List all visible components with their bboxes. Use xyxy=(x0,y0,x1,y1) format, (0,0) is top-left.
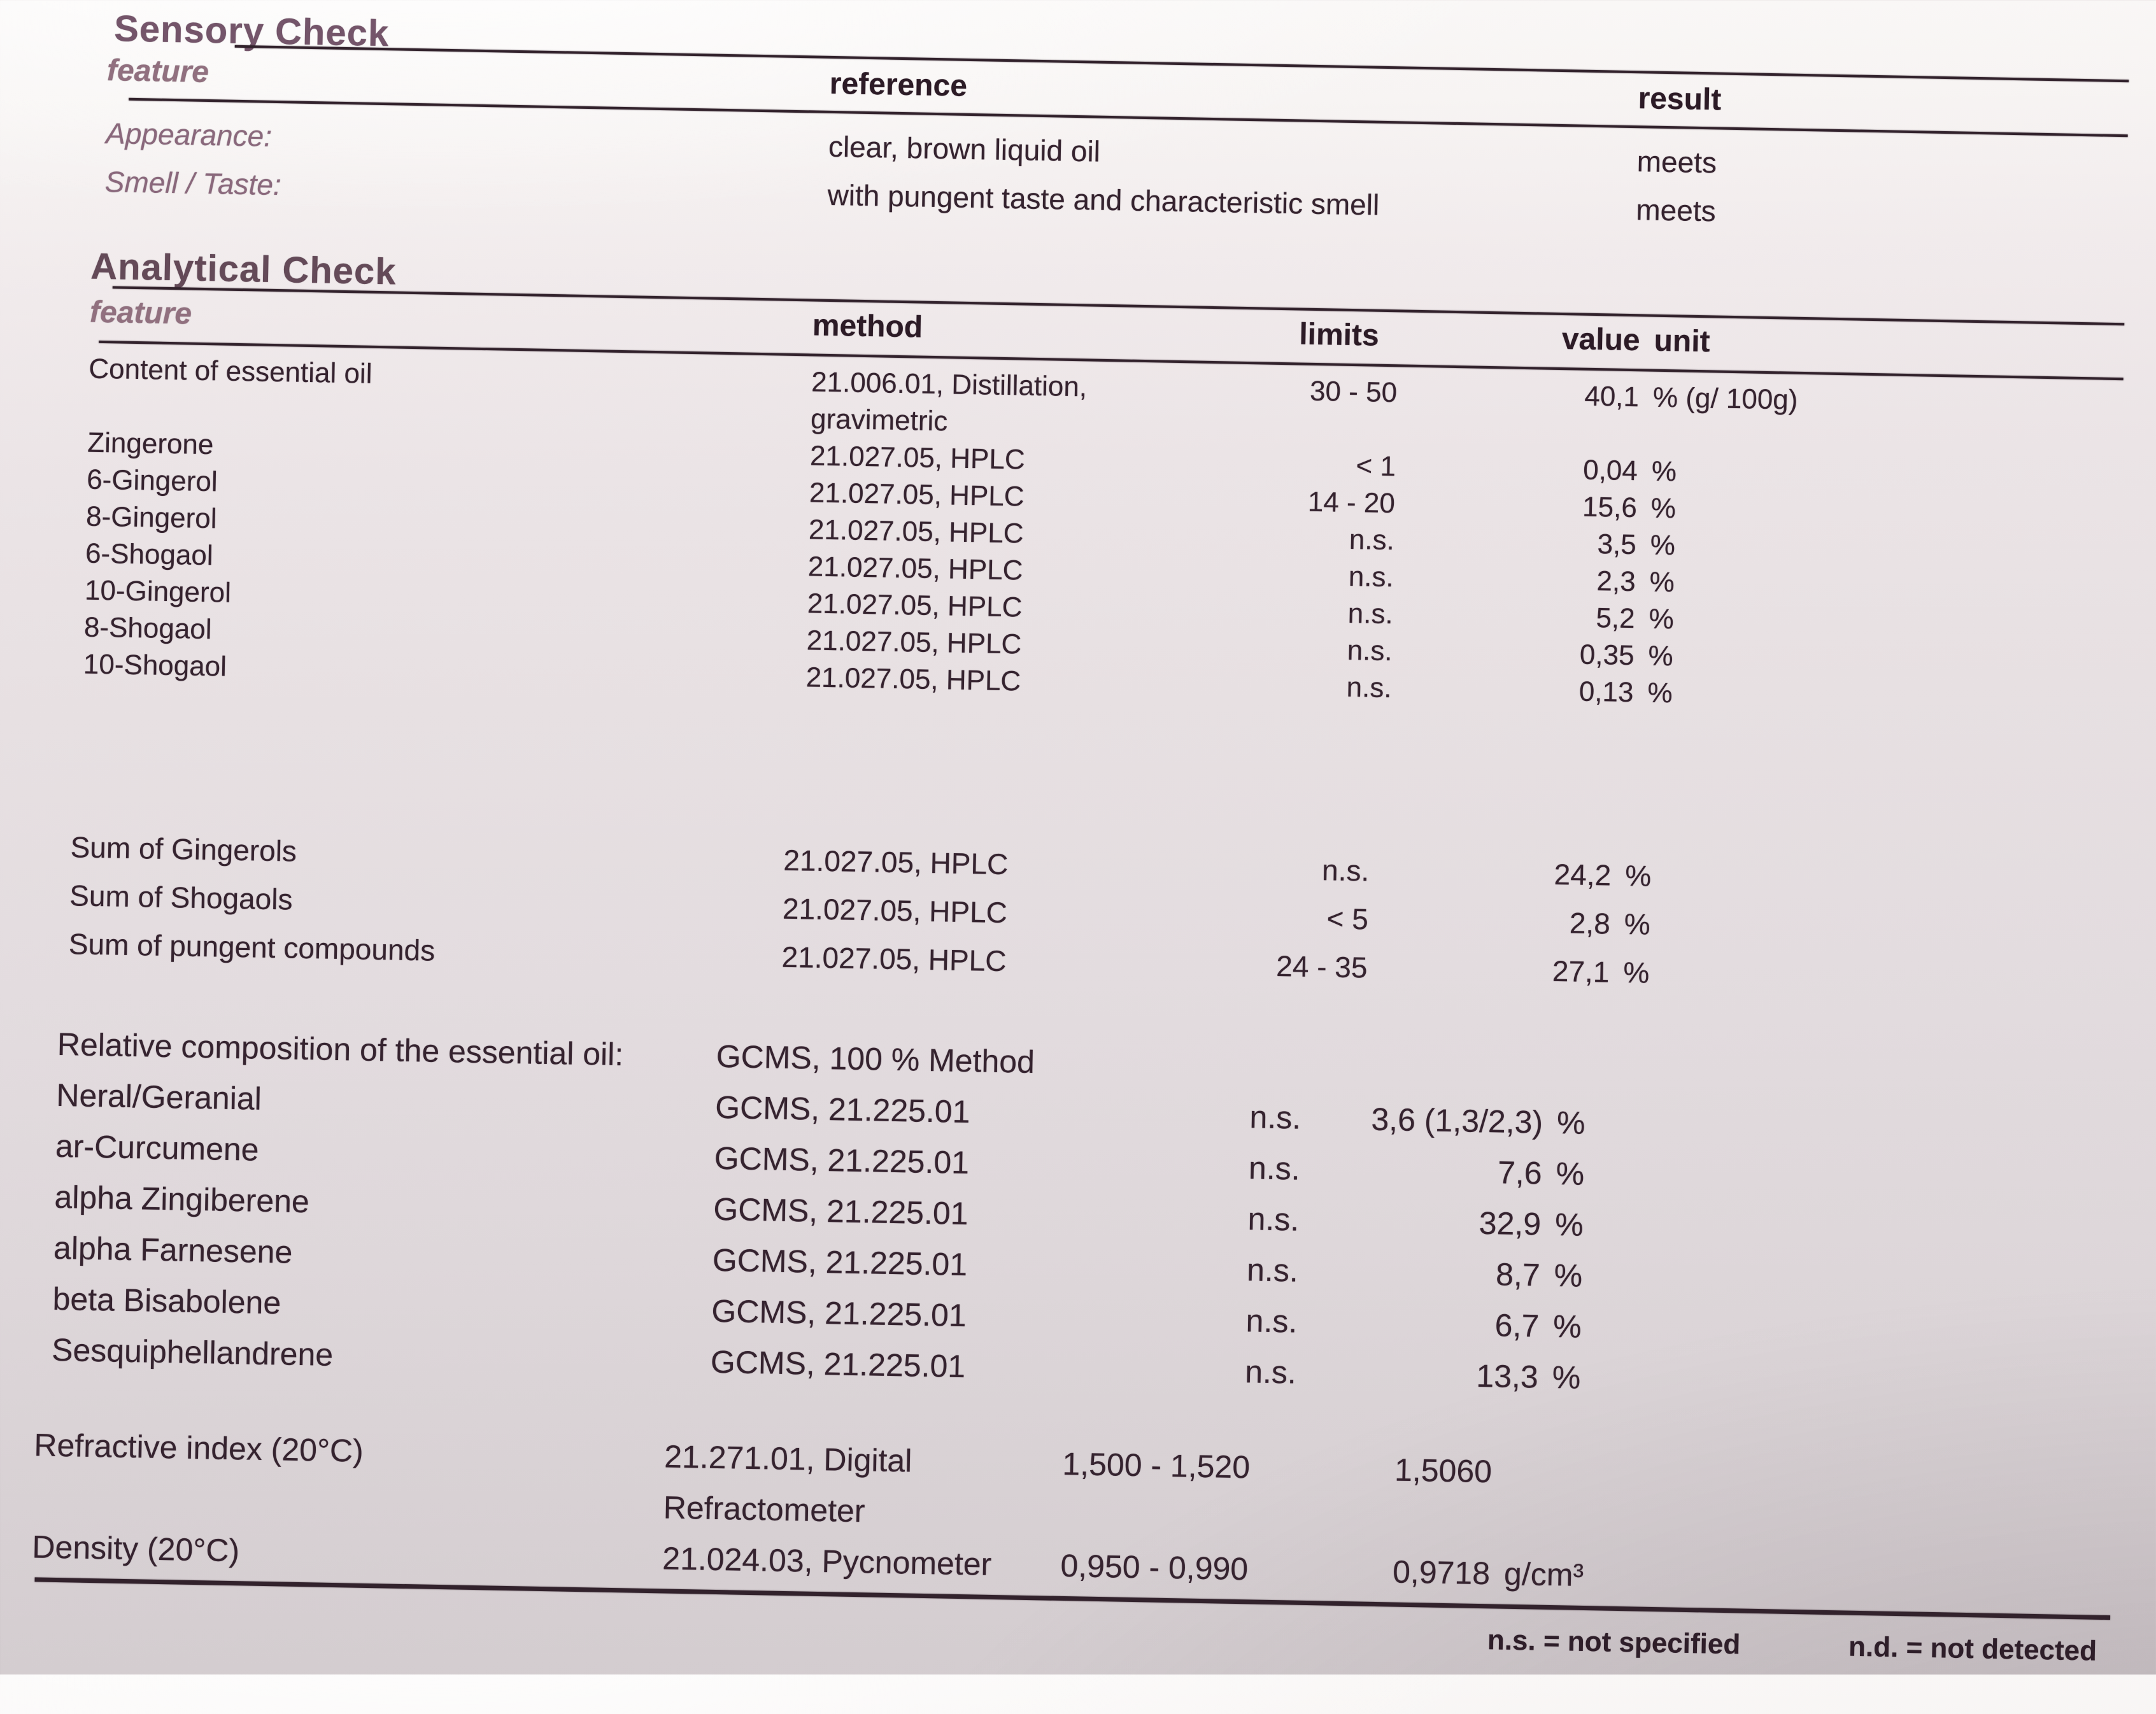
value-cell: 32,9 xyxy=(1479,1205,1542,1242)
value-cell: 13,3 xyxy=(1475,1357,1539,1395)
value-cell: 0,9718 xyxy=(1392,1554,1491,1592)
limits-cell: 1,500 - 1,520 xyxy=(1061,1445,1251,1485)
analytical-col-unit: unit xyxy=(1654,323,1711,359)
method-cell: 21.027.05, HPLC xyxy=(781,940,1007,978)
method-cell: GCMS, 100 % Method xyxy=(716,1038,1035,1080)
method-cell: 21.006.01, Distillation, gravimetric xyxy=(810,366,1088,437)
value-cell xyxy=(1301,1042,1544,1097)
method-cell: GCMS, 21.225.01 xyxy=(714,1140,970,1181)
limits-cell: n.s. xyxy=(1349,523,1395,556)
value-cell: 2,8 xyxy=(1569,906,1611,940)
limits-cell: n.s. xyxy=(1244,1354,1297,1391)
value-cell: 27,1 xyxy=(1552,954,1610,989)
unit-cell: g/cm³ xyxy=(1503,1555,1584,1593)
limits-cell: n.s. xyxy=(1346,671,1393,704)
unit-cell: % xyxy=(1552,1359,1581,1396)
value-cell: 2,3 xyxy=(1596,565,1636,598)
value-cell: 0,13 xyxy=(1578,676,1634,709)
sensory-col-result: result xyxy=(1638,81,1722,117)
analytical-row-group: Sum of Gingerols 21.027.05, HPLC n.s. 24,2%… xyxy=(0,821,2141,1006)
analytical-row-group: Relative composition of the essential oi… xyxy=(0,1017,2137,1413)
limits-cell: 14 - 20 xyxy=(1307,486,1396,520)
value-cell: 1,5060 xyxy=(1394,1452,1493,1490)
value-cell: 0,35 xyxy=(1579,639,1635,672)
limits-cell: < 1 xyxy=(1356,450,1396,483)
analytical-col-method: method xyxy=(812,308,923,344)
sensory-result-cell: meets xyxy=(1635,193,1717,228)
limits-cell: n.s. xyxy=(1347,634,1393,667)
limits-cell: 24 - 35 xyxy=(1275,949,1368,984)
method-cell: GCMS, 21.225.01 xyxy=(712,1242,968,1283)
limits-cell: n.s. xyxy=(1246,1252,1299,1289)
limits-cell: n.s. xyxy=(1249,1099,1301,1136)
analytical-row-group: Content of essential oil 21.006.01, Disti… xyxy=(0,349,2149,721)
method-cell: GCMS, 21.225.01 xyxy=(714,1089,971,1130)
method-cell: 21.027.05, HPLC xyxy=(805,662,1021,697)
feature-cell: Content of essential oil xyxy=(88,353,372,390)
method-cell: GCMS, 21.225.01 xyxy=(710,1343,966,1385)
analytical-col-value: value xyxy=(1561,322,1641,358)
limits-cell: < 5 xyxy=(1326,902,1369,936)
limits-cell: 30 - 50 xyxy=(1309,375,1398,409)
sensory-col-reference: reference xyxy=(829,66,968,103)
analytical-col-feature: feature xyxy=(89,295,192,331)
limits-cell: n.s. xyxy=(1245,1303,1298,1340)
footnote-not-specified: n.s. = not specified xyxy=(1487,1624,1741,1661)
sensory-col-feature: feature xyxy=(106,53,209,90)
method-cell: 21.027.05, HPLC xyxy=(782,891,1008,930)
method-cell: 21.024.03, Pycnometer xyxy=(662,1540,992,1582)
value-cell: 6,7 xyxy=(1494,1307,1540,1344)
footnotes: n.s. = not specified n.d. = not detected xyxy=(0,1597,2097,1668)
limits-cell: n.s. xyxy=(1248,1150,1301,1187)
limits-cell: n.s. xyxy=(1347,597,1394,630)
limits-cell xyxy=(1110,1038,1302,1092)
analytical-col-limits: limits xyxy=(1298,317,1380,353)
method-cell: 21.271.01, Digital Refractometer xyxy=(663,1438,912,1529)
value-cell: 15,6 xyxy=(1582,491,1638,524)
method-cell: GCMS, 21.225.01 xyxy=(713,1191,969,1232)
value-cell: 40,1 xyxy=(1584,380,1640,413)
analytical-rows: Content of essential oil 21.006.01, Disti… xyxy=(0,349,2149,1611)
limits-cell: n.s. xyxy=(1247,1201,1300,1238)
unit-cell xyxy=(1491,1446,2130,1559)
footnote-not-detected: n.d. = not detected xyxy=(1848,1631,2097,1667)
value-cell: 8,7 xyxy=(1495,1256,1541,1293)
value-cell: 5,2 xyxy=(1596,602,1636,635)
feature-cell: Density (20°C) xyxy=(31,1529,240,1569)
limits-cell: n.s. xyxy=(1348,560,1394,593)
limits-cell: n.s. xyxy=(1321,853,1370,888)
value-cell: 7,6 xyxy=(1497,1154,1543,1191)
value-cell: 3,6 (1,3/2,3) xyxy=(1371,1101,1543,1140)
feature-cell: Refractive index (20°C) xyxy=(33,1427,364,1469)
method-cell: GCMS, 21.225.01 xyxy=(711,1293,967,1334)
method-cell: 21.027.05, HPLC xyxy=(783,843,1009,881)
unit-cell: % (g/ 100g) xyxy=(1652,381,1798,416)
sensory-rows: Appearance: clear, brown liquid oil meets S… xyxy=(0,107,2153,243)
unit-cell: % xyxy=(1622,955,1650,989)
value-cell: 24,2 xyxy=(1554,857,1612,892)
limits-cell: 0,950 - 0,990 xyxy=(1060,1547,1249,1587)
analytical-row-group: Refractive index (20°C) 21.271.01, Digita… xyxy=(0,1419,2130,1611)
value-cell: 0,04 xyxy=(1582,454,1638,487)
value-cell: 3,5 xyxy=(1597,528,1637,561)
